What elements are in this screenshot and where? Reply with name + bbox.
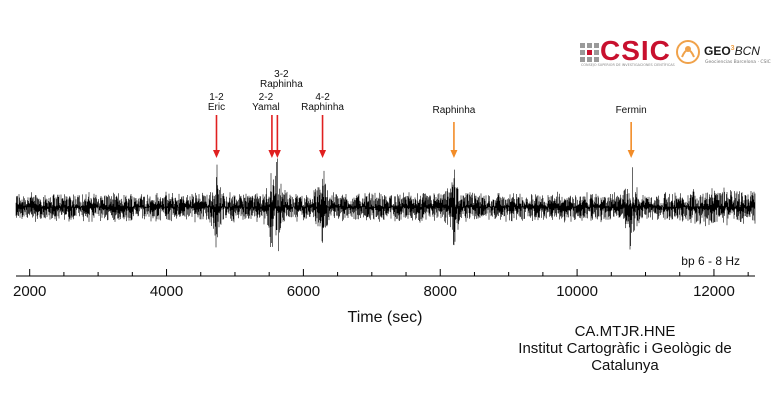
x-tick-label: 8000 (424, 283, 457, 300)
event-label-player: Fermin (616, 105, 647, 116)
x-tick-label: 10000 (556, 283, 598, 300)
event-marker: Raphinha (433, 105, 476, 158)
event-label-score: 3-2 (274, 69, 289, 80)
x-axis-ticks: 2000 4000 6000 8000 10000 12000 (13, 269, 749, 300)
x-tick-label: 12000 (693, 283, 735, 300)
event-arrow-head (273, 150, 281, 158)
csic-logo-subtitle: CONSEJO SUPERIOR DE INVESTIGACIONES CIEN… (581, 63, 675, 67)
x-axis-label: Time (sec) (348, 309, 423, 326)
event-arrow-head (450, 150, 458, 158)
geo3bcn-emblem-icon (676, 40, 700, 64)
event-label-player: Raphinha (301, 102, 344, 113)
csic-emblem-icon (580, 43, 599, 62)
event-marker: Fermin (616, 105, 647, 158)
event-arrow-head (319, 150, 327, 158)
x-tick-label: 2000 (13, 283, 46, 300)
geo3bcn-logo-text: GEO3BCN (704, 44, 760, 58)
event-arrow-head (627, 150, 635, 158)
event-label-score: 4-2 (315, 92, 330, 103)
event-label-player: Raphinha (433, 105, 476, 116)
station-institute-line2: Catalunya (591, 357, 659, 374)
csic-logo-text: CSIC (600, 35, 671, 66)
station-info: CA.MTJR.HNE Institut Cartogràfic i Geolò… (495, 323, 755, 374)
event-label-player: Yamal (252, 102, 280, 113)
station-code: CA.MTJR.HNE (574, 323, 676, 340)
trace-line (15, 158, 756, 252)
x-tick-label: 6000 (287, 283, 320, 300)
filter-band-label: bp 6 - 8 Hz (681, 254, 740, 268)
event-label-score: 2-2 (259, 92, 274, 103)
geo3bcn-logo-subtitle: Geociencias Barcelona · CSIC (705, 60, 771, 65)
event-label-player: Eric (208, 102, 225, 113)
x-tick-label: 4000 (150, 283, 183, 300)
station-institute-line1: Institut Cartogràfic i Geològic de (518, 340, 732, 357)
institution-logos: CSIC CONSEJO SUPERIOR DE INVESTIGACIONES… (578, 35, 778, 70)
event-label-score: 1-2 (209, 92, 224, 103)
seismic-trace (15, 158, 756, 252)
event-arrow-head (212, 150, 220, 158)
event-arrow-head (268, 150, 276, 158)
event-label-player: Raphinha (260, 79, 303, 90)
